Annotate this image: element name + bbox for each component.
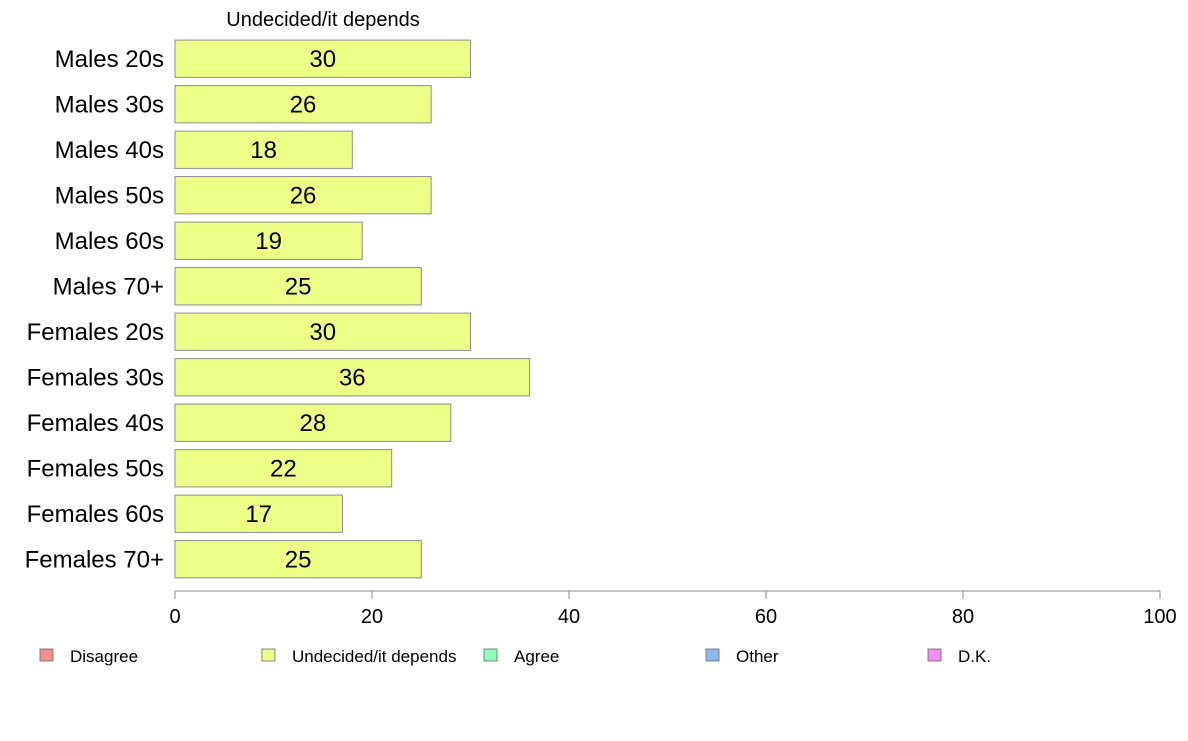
category-label: Females 60s bbox=[27, 501, 164, 528]
legend-label: Undecided/it depends bbox=[292, 647, 456, 666]
legend-swatch bbox=[705, 648, 720, 662]
bar-value-label: 25 bbox=[285, 273, 312, 300]
category-label: Females 20s bbox=[27, 319, 164, 346]
legend-label: D.K. bbox=[958, 647, 991, 666]
bar bbox=[174, 540, 422, 579]
category-label: Males 60s bbox=[55, 228, 164, 255]
category-label: Females 70+ bbox=[25, 546, 164, 573]
bar bbox=[174, 130, 353, 169]
bars-group: 30 Males 20s 26 Males 30s 18 Males 40s 26 Males… bbox=[25, 39, 531, 579]
x-axis: 0 20 40 60 80 100 bbox=[169, 590, 1177, 628]
category-label: Females 40s bbox=[27, 410, 164, 437]
bar-value-label: 22 bbox=[270, 455, 297, 482]
category-label: Males 30s bbox=[55, 91, 164, 118]
bar bbox=[174, 403, 452, 442]
bar bbox=[174, 85, 432, 124]
bar-value-label: 18 bbox=[250, 137, 277, 164]
category-label: Males 20s bbox=[55, 46, 164, 73]
x-tick-label: 40 bbox=[558, 606, 580, 628]
category-label: Males 50s bbox=[55, 182, 164, 209]
x-tick-label: 100 bbox=[1143, 606, 1176, 628]
bar bbox=[174, 39, 471, 78]
bar-value-label: 28 bbox=[300, 410, 327, 437]
x-tick-label: 20 bbox=[361, 606, 383, 628]
bar bbox=[174, 449, 393, 488]
bar-value-label: 25 bbox=[285, 546, 312, 573]
bar-value-label: 26 bbox=[290, 91, 317, 118]
category-label: Females 50s bbox=[27, 455, 164, 482]
legend-swatch bbox=[927, 648, 942, 662]
legend-swatch bbox=[39, 648, 54, 662]
legend-swatch bbox=[483, 648, 498, 662]
legend-label: Agree bbox=[514, 647, 559, 666]
category-label: Males 40s bbox=[55, 137, 164, 164]
bar-value-label: 19 bbox=[255, 228, 282, 255]
bar bbox=[174, 358, 531, 397]
legend-swatch bbox=[261, 648, 276, 662]
bar bbox=[174, 494, 343, 533]
x-tick-label: 0 bbox=[169, 606, 180, 628]
legend-label: Other bbox=[736, 647, 779, 666]
category-label: Males 70+ bbox=[53, 273, 164, 300]
x-tick-label: 60 bbox=[755, 606, 777, 628]
category-label: Females 30s bbox=[27, 364, 164, 391]
bar bbox=[174, 221, 363, 260]
legend-label: Disagree bbox=[70, 647, 138, 666]
bar-value-label: 36 bbox=[339, 364, 366, 391]
bar bbox=[174, 267, 422, 306]
bar-value-label: 17 bbox=[245, 501, 272, 528]
bar bbox=[174, 176, 432, 215]
bar bbox=[174, 312, 471, 351]
x-tick-label: 80 bbox=[952, 606, 974, 628]
bar-value-label: 30 bbox=[309, 46, 336, 73]
bar-value-label: 26 bbox=[290, 182, 317, 209]
bar-value-label: 30 bbox=[309, 319, 336, 346]
chart-title: Undecided/it depends bbox=[226, 9, 419, 31]
legend: Disagree Undecided/it depends Agree Other D.… bbox=[39, 647, 991, 666]
